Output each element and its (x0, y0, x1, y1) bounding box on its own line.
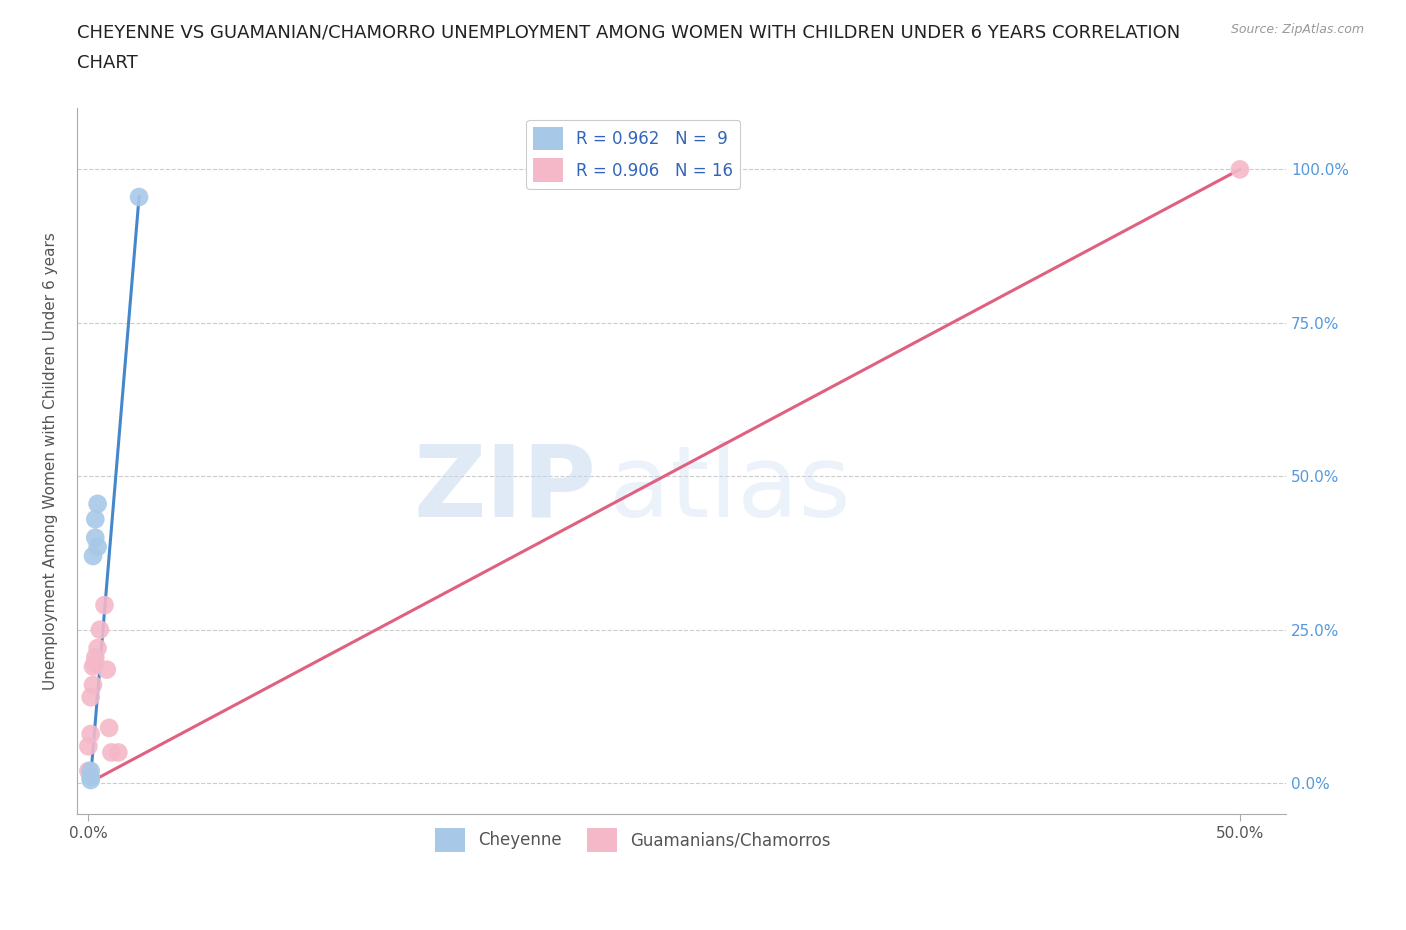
Text: ZIP: ZIP (413, 441, 596, 538)
Point (80, 690, 103, 705)
Point (77, 764, 100, 778)
Text: CHEYENNE VS GUAMANIAN/CHAMORRO UNEMPLOYMENT AMONG WOMEN WITH CHILDREN UNDER 6 YE: CHEYENNE VS GUAMANIAN/CHAMORRO UNEMPLOYM… (77, 23, 1181, 41)
Point (86, 539, 108, 554)
Point (80, 764, 103, 778)
Point (84, 656, 107, 671)
Point (80, 726, 103, 741)
Point (1229, 162, 1251, 177)
Point (77, 738, 100, 753)
Point (89, 622, 111, 637)
Point (86, 641, 108, 656)
Text: CHART: CHART (77, 54, 138, 72)
Point (82, 549, 104, 564)
Point (96, 662, 118, 677)
Point (100, 745, 122, 760)
Point (107, 745, 129, 760)
Text: atlas: atlas (609, 441, 851, 538)
Point (98, 721, 121, 736)
Y-axis label: Unemployment Among Women with Children Under 6 years: Unemployment Among Women with Children U… (44, 232, 58, 690)
Point (80, 773, 103, 788)
Text: Source: ZipAtlas.com: Source: ZipAtlas.com (1230, 23, 1364, 36)
Point (128, 190, 150, 205)
Point (84, 512, 107, 526)
Point (86, 497, 108, 512)
Point (84, 530, 107, 545)
Legend: Cheyenne, Guamanians/Chamorros: Cheyenne, Guamanians/Chamorros (429, 821, 838, 858)
Point (84, 650, 107, 665)
Point (80, 769, 103, 784)
Point (82, 659, 104, 674)
Point (93, 598, 115, 613)
Point (82, 677, 104, 692)
